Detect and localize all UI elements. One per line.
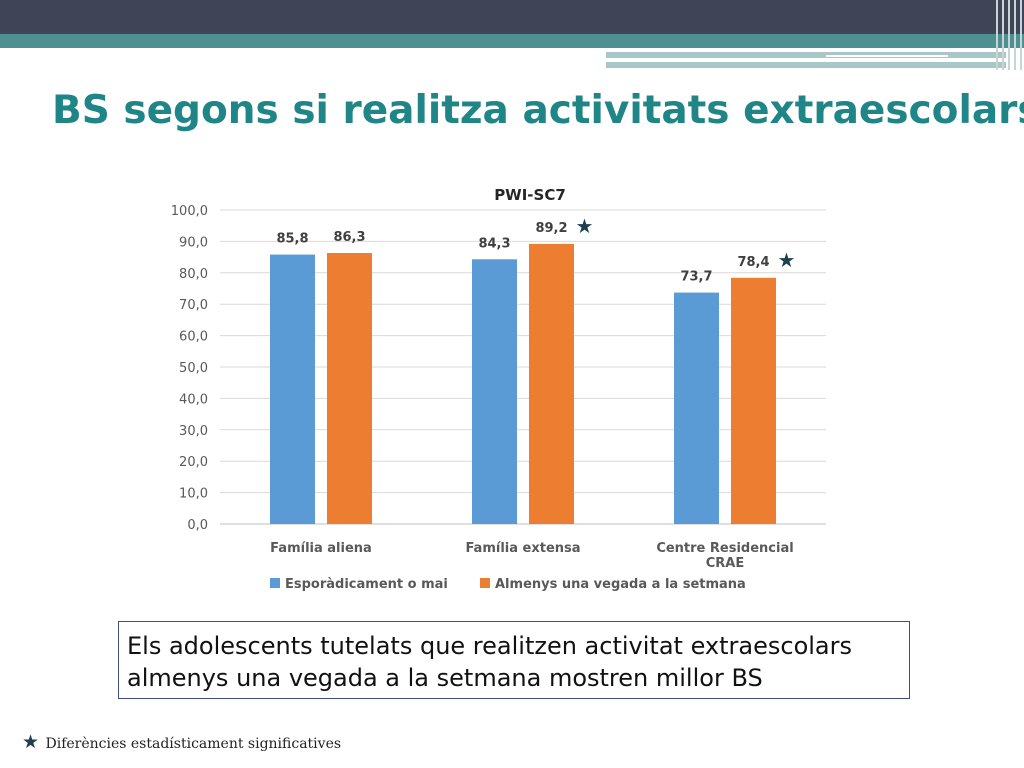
y-tick-label: 40,0 xyxy=(179,392,208,407)
bar xyxy=(270,254,315,524)
accent-line xyxy=(826,55,948,57)
data-label: 85,8 xyxy=(276,232,308,247)
data-label: 73,7 xyxy=(680,270,712,285)
y-tick-label: 90,0 xyxy=(179,235,208,250)
y-tick-label: 80,0 xyxy=(179,267,208,282)
footnote: ★ Diferències estadísticament significat… xyxy=(22,731,341,753)
y-tick-label: 10,0 xyxy=(179,487,208,502)
decorative-stripes xyxy=(994,0,1024,70)
y-tick-label: 60,0 xyxy=(179,330,208,345)
legend-label: Almenys una vegada a la setmana xyxy=(495,577,746,592)
x-tick-label: Família aliena xyxy=(270,541,372,556)
y-tick-label: 100,0 xyxy=(171,204,208,219)
legend-label: Esporàdicament o mai xyxy=(285,577,448,592)
significance-star-icon: ★ xyxy=(778,248,796,272)
bar-chart: PWI-SC7 0,0 10,0 20,0 30,0 40,0 50,0 60,0 70,0 80… xyxy=(171,186,826,592)
x-tick-label: Família extensa xyxy=(465,541,580,556)
accent-line xyxy=(606,52,1006,58)
legend-swatch xyxy=(480,578,490,588)
bar xyxy=(472,259,517,524)
data-label: 78,4 xyxy=(737,255,769,270)
y-tick-label: 0,0 xyxy=(187,518,208,533)
slide-title: BS segons si realitza activitats extraes… xyxy=(52,88,1024,133)
data-label: 86,3 xyxy=(333,230,365,245)
bar xyxy=(731,277,776,524)
legend-swatch xyxy=(270,578,280,588)
y-tick-label: 30,0 xyxy=(179,424,208,439)
significance-star-icon: ★ xyxy=(22,731,40,753)
data-label: 89,2 xyxy=(535,221,567,236)
data-label: 84,3 xyxy=(478,236,510,251)
footnote-text: Diferències estadísticament significativ… xyxy=(45,736,342,752)
accent-line xyxy=(606,62,1006,68)
top-header-band xyxy=(0,0,1024,34)
bar xyxy=(674,292,719,524)
teal-accent-band xyxy=(0,34,1024,48)
significance-star-icon: ★ xyxy=(576,214,594,238)
y-tick-label: 50,0 xyxy=(179,361,208,376)
chart-title: PWI-SC7 xyxy=(494,186,566,204)
bar xyxy=(327,253,372,524)
y-tick-label: 70,0 xyxy=(179,298,208,313)
bar xyxy=(529,243,574,525)
x-tick-label: CRAE xyxy=(706,556,745,571)
x-tick-label: Centre Residencial xyxy=(656,541,793,556)
y-tick-label: 20,0 xyxy=(179,455,208,470)
conclusion-note: Els adolescents tutelats que realitzen a… xyxy=(118,621,910,699)
